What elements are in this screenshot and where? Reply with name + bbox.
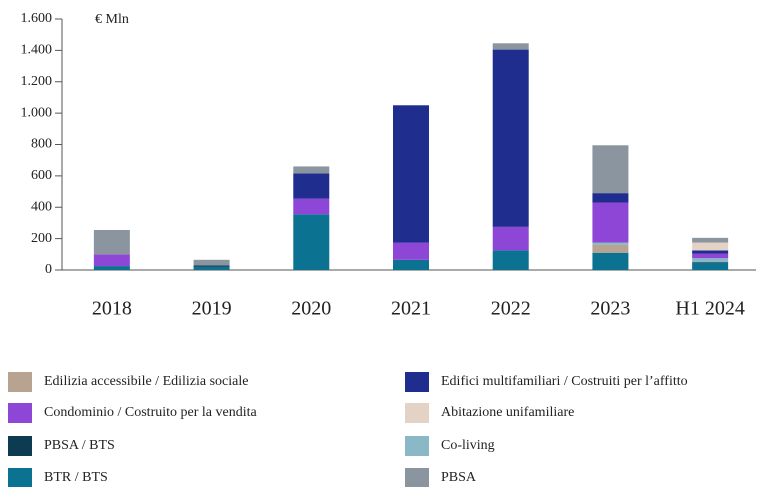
- legend-label: Edilizia accessibile / Edilizia sociale: [44, 374, 248, 389]
- legend-swatch: [8, 372, 32, 392]
- y-tick-label: 1.000: [21, 105, 53, 120]
- y-tick-label: 1.200: [21, 74, 53, 89]
- bar-segment: [492, 250, 529, 270]
- legend-swatch: [405, 372, 429, 392]
- bar-segment: [293, 166, 330, 174]
- bar-segment: [393, 105, 429, 243]
- unit-label: € Mln: [95, 12, 129, 27]
- bar-segment: [692, 262, 729, 263]
- bar-segment: [93, 254, 130, 267]
- x-tick-label: 2023: [590, 298, 630, 320]
- bar-segment: [692, 250, 729, 254]
- legend-label: Condominio / Costruito per la vendita: [44, 405, 257, 420]
- x-tick-label: H1 2024: [675, 298, 744, 320]
- legend-label: Co-living: [441, 438, 495, 453]
- bar-segment: [293, 198, 330, 215]
- bar-segment: [193, 265, 230, 267]
- legend-swatch: [8, 403, 32, 423]
- legend-label: PBSA / BTS: [44, 438, 115, 453]
- y-tick-label: 1.400: [21, 43, 53, 58]
- legend-swatch: [405, 468, 429, 487]
- bar-segment: [692, 262, 729, 270]
- legend-label: Abitazione unifamiliare: [441, 405, 574, 420]
- bar-segment: [692, 237, 729, 243]
- x-tick-label: 2020: [291, 298, 331, 320]
- bar-segment: [193, 259, 230, 266]
- bar-segment: [692, 253, 729, 259]
- y-tick-label: 1.600: [21, 11, 53, 26]
- bar-segment: [492, 49, 529, 227]
- y-tick-label: 800: [31, 137, 52, 152]
- x-tick-label: 2019: [192, 298, 232, 320]
- bar-segment: [393, 242, 429, 260]
- legend-label: BTR / BTS: [44, 470, 108, 485]
- x-tick-label: 2022: [491, 298, 531, 320]
- legend-label: PBSA: [441, 470, 477, 485]
- bar-segment: [293, 214, 330, 270]
- y-tick-label: 200: [31, 231, 52, 246]
- bar-segment: [592, 193, 629, 203]
- bar-segment: [592, 244, 629, 253]
- bar-segment: [692, 258, 729, 263]
- x-tick-label: 2018: [92, 298, 132, 320]
- legend-swatch: [8, 436, 32, 456]
- bar-segment: [393, 259, 429, 270]
- legend-swatch: [405, 403, 429, 423]
- bar-segment: [592, 145, 629, 194]
- bar-segment: [93, 229, 130, 255]
- y-tick-label: 0: [45, 262, 52, 277]
- bar-segment: [93, 266, 130, 270]
- legend-label: Edifici multifamiliari / Costruiti per l…: [441, 374, 688, 389]
- bar-segment: [592, 242, 629, 245]
- bar-segment: [293, 173, 330, 199]
- bar-segment: [193, 266, 230, 270]
- x-tick-label: 2021: [391, 298, 431, 320]
- bar-segment: [592, 252, 629, 270]
- bar-segment: [592, 202, 629, 243]
- bar-segment: [692, 242, 729, 251]
- y-tick-label: 600: [31, 168, 52, 183]
- y-tick-label: 400: [31, 199, 52, 214]
- bar-segment: [492, 43, 529, 50]
- bar-segment: [492, 226, 529, 251]
- legend-swatch: [8, 468, 32, 487]
- legend-swatch: [405, 436, 429, 456]
